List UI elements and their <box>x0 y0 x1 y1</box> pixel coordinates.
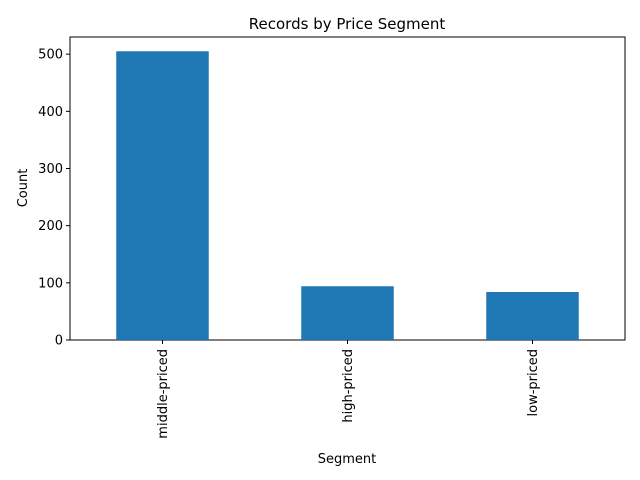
bar-middle-priced <box>116 51 209 341</box>
x-tick-label: high-priced <box>341 349 356 423</box>
y-tick-label: 200 <box>38 219 63 234</box>
y-axis-label: Count <box>16 169 31 208</box>
x-tick-label: low-priced <box>526 349 541 417</box>
y-tick-label: 100 <box>38 276 63 291</box>
bars-layer <box>116 51 579 341</box>
bar-high-priced <box>301 286 394 340</box>
x-axis-label: Segment <box>318 452 377 467</box>
plot-area: 0 100 200 300 400 500 middle-priced high-price… <box>38 36 626 439</box>
x-tick-label: middle-priced <box>156 349 171 439</box>
bar-low-priced <box>486 291 579 340</box>
y-tick-label: 400 <box>38 105 63 120</box>
y-tick-label: 300 <box>38 162 63 177</box>
chart-title: Records by Price Segment <box>249 15 446 33</box>
y-axis-ticks: 0 100 200 300 400 500 <box>38 48 70 349</box>
y-tick-label: 0 <box>55 334 63 349</box>
x-axis-ticks: middle-priced high-priced low-priced <box>156 340 541 439</box>
y-tick-label: 500 <box>38 48 63 63</box>
